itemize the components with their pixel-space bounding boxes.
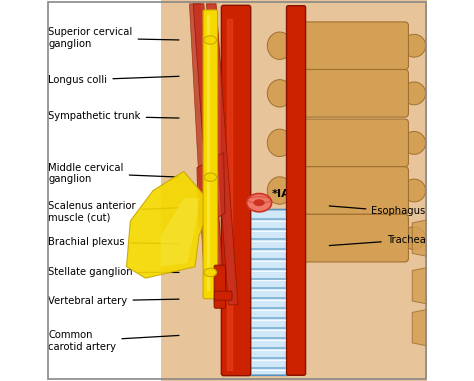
Polygon shape	[161, 198, 199, 267]
FancyBboxPatch shape	[203, 10, 218, 299]
Ellipse shape	[248, 197, 270, 203]
Ellipse shape	[267, 32, 292, 59]
Ellipse shape	[403, 82, 426, 105]
Polygon shape	[127, 171, 207, 278]
FancyBboxPatch shape	[294, 176, 401, 184]
Text: *IA: *IA	[271, 189, 290, 199]
Ellipse shape	[403, 131, 426, 154]
Ellipse shape	[267, 224, 292, 252]
Ellipse shape	[403, 227, 426, 250]
Bar	[161, 0, 428, 381]
FancyBboxPatch shape	[286, 6, 306, 375]
Text: Scalenus anterior
muscle (cut): Scalenus anterior muscle (cut)	[48, 201, 179, 222]
Ellipse shape	[246, 194, 272, 212]
Polygon shape	[193, 4, 225, 305]
Text: Stellate ganglion: Stellate ganglion	[48, 267, 179, 277]
Text: Common
carotid artery: Common carotid artery	[48, 330, 179, 352]
Polygon shape	[190, 4, 216, 286]
Ellipse shape	[267, 80, 292, 107]
FancyBboxPatch shape	[214, 265, 226, 308]
FancyBboxPatch shape	[286, 69, 409, 117]
FancyBboxPatch shape	[294, 223, 401, 232]
Ellipse shape	[267, 177, 292, 204]
Polygon shape	[412, 305, 473, 351]
Ellipse shape	[204, 268, 217, 277]
Polygon shape	[207, 4, 238, 305]
Text: Esophagus: Esophagus	[329, 206, 426, 216]
Text: Brachial plexus: Brachial plexus	[48, 237, 179, 247]
Text: Middle cervical
ganglion: Middle cervical ganglion	[48, 163, 179, 184]
Text: Longus colli: Longus colli	[48, 75, 179, 85]
FancyBboxPatch shape	[248, 210, 289, 375]
Text: Trachea: Trachea	[329, 235, 426, 245]
Ellipse shape	[204, 173, 217, 181]
FancyBboxPatch shape	[286, 167, 409, 214]
FancyBboxPatch shape	[286, 214, 409, 262]
Ellipse shape	[204, 36, 217, 44]
Ellipse shape	[403, 179, 426, 202]
FancyBboxPatch shape	[215, 291, 232, 300]
Polygon shape	[412, 215, 473, 261]
FancyBboxPatch shape	[221, 5, 251, 376]
Text: Superior cervical
ganglion: Superior cervical ganglion	[48, 27, 179, 49]
Ellipse shape	[267, 129, 292, 157]
Polygon shape	[412, 263, 473, 309]
FancyBboxPatch shape	[286, 22, 409, 69]
Text: Vertebral artery: Vertebral artery	[48, 296, 179, 306]
Ellipse shape	[254, 199, 265, 206]
FancyBboxPatch shape	[294, 78, 401, 87]
FancyBboxPatch shape	[286, 119, 409, 167]
FancyBboxPatch shape	[294, 127, 401, 135]
Text: Sympathetic trunk: Sympathetic trunk	[48, 111, 179, 121]
Ellipse shape	[403, 34, 426, 57]
Polygon shape	[197, 152, 225, 229]
